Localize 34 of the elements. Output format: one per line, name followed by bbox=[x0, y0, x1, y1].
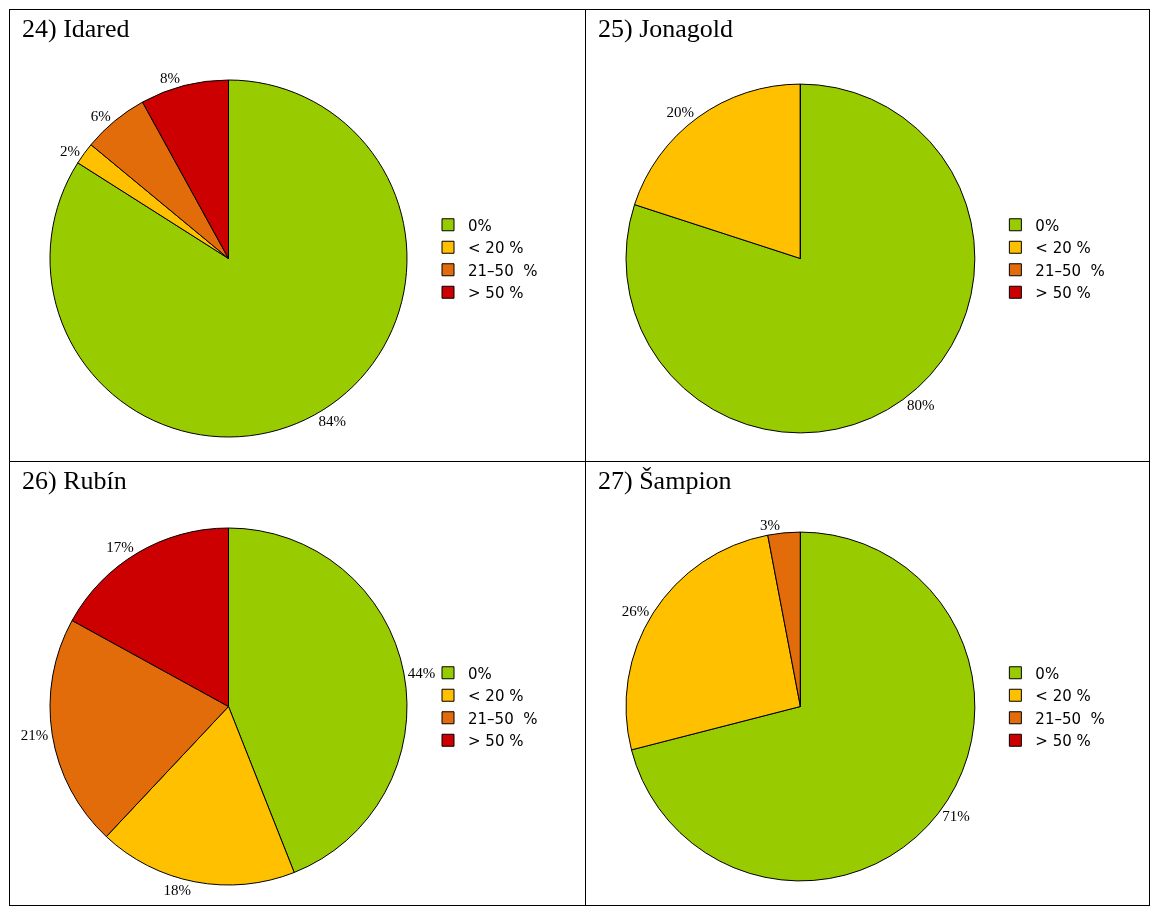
data-label: 17% bbox=[106, 538, 134, 555]
data-label: 80% bbox=[906, 396, 935, 413]
data-label: 84% bbox=[318, 413, 346, 430]
data-label: 18% bbox=[163, 881, 192, 898]
legend-label: 0% bbox=[468, 664, 492, 683]
data-label: 44% bbox=[407, 664, 436, 681]
chart-title: 24) Idared bbox=[22, 14, 130, 44]
data-label: 6% bbox=[90, 108, 111, 125]
legend-label: > 50 % bbox=[1035, 732, 1091, 751]
legend-label: < 20 % bbox=[1035, 239, 1091, 258]
chart-title: 26) Rubín bbox=[22, 466, 127, 496]
data-label: 8% bbox=[160, 70, 181, 87]
legend-label: > 50 % bbox=[468, 284, 524, 303]
data-label: 2% bbox=[60, 142, 81, 159]
legend-label: < 20 % bbox=[1035, 687, 1091, 706]
legend-label: 0% bbox=[468, 216, 492, 235]
legend-label: < 20 % bbox=[468, 687, 524, 706]
data-label: 3% bbox=[760, 516, 781, 533]
legend-label: 21–50 % bbox=[1035, 709, 1105, 728]
data-label: 21% bbox=[20, 726, 49, 743]
legend-label: > 50 % bbox=[1035, 284, 1091, 303]
legend-label: 0% bbox=[1035, 664, 1060, 683]
legend-label: 0% bbox=[1035, 216, 1060, 235]
data-label: 20% bbox=[666, 104, 694, 121]
chart-title: 27) Šampion bbox=[598, 466, 732, 496]
legend-label: > 50 % bbox=[468, 732, 524, 751]
legend-label: < 20 % bbox=[468, 239, 524, 258]
legend-label: 21–50 % bbox=[468, 709, 538, 728]
chart-title: 25) Jonagold bbox=[598, 14, 734, 44]
data-label: 71% bbox=[942, 808, 970, 825]
legend-label: 21–50 % bbox=[468, 261, 538, 280]
data-label: 26% bbox=[621, 602, 650, 619]
pie-slice bbox=[625, 83, 976, 434]
legend-label: 21–50 % bbox=[1035, 261, 1105, 280]
